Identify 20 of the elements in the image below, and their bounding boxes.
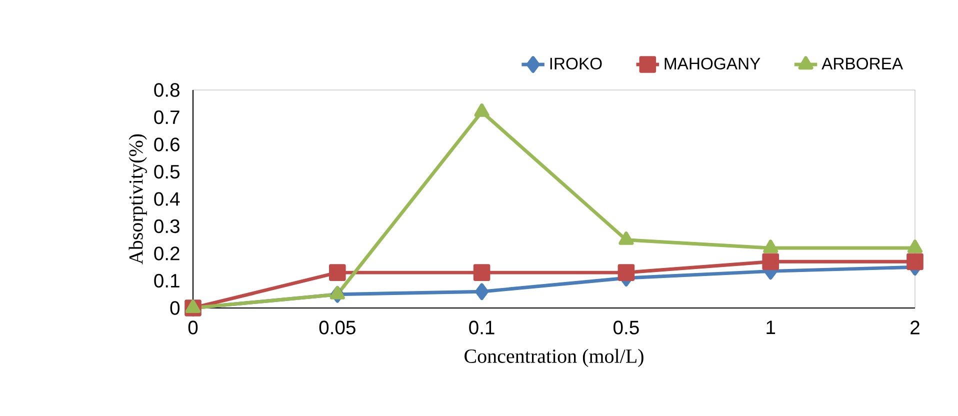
x-tick-label: 0.1 [469,320,494,334]
legend-label: IROKO [550,58,602,70]
y-tick-label: 0 [170,301,180,315]
x-tick-label: 0.05 [319,320,356,334]
y-tick-label: 0.2 [154,246,180,260]
y-tick-label: 0.7 [154,110,180,124]
x-axis-title: Concentration (mol/L) [464,348,644,368]
y-tick-label: 0.3 [154,219,180,234]
legend-label: ARBOREA [822,58,904,70]
y-tick-label: 0.1 [154,274,180,288]
y-axis-title: Absorptivity(%) [128,134,147,264]
y-tick-label: 0.6 [154,138,180,152]
y-tick-label: 0.5 [154,164,180,179]
y-tick-label: 0.4 [154,192,180,206]
x-tick-label: 2 [910,320,920,334]
x-tick-label: 0.5 [614,320,639,334]
y-tick-label: 0.8 [154,83,180,97]
x-tick-label: 0 [188,320,198,334]
x-tick-label: 1 [766,320,776,334]
legend-label: MAHOGANY [664,58,760,70]
